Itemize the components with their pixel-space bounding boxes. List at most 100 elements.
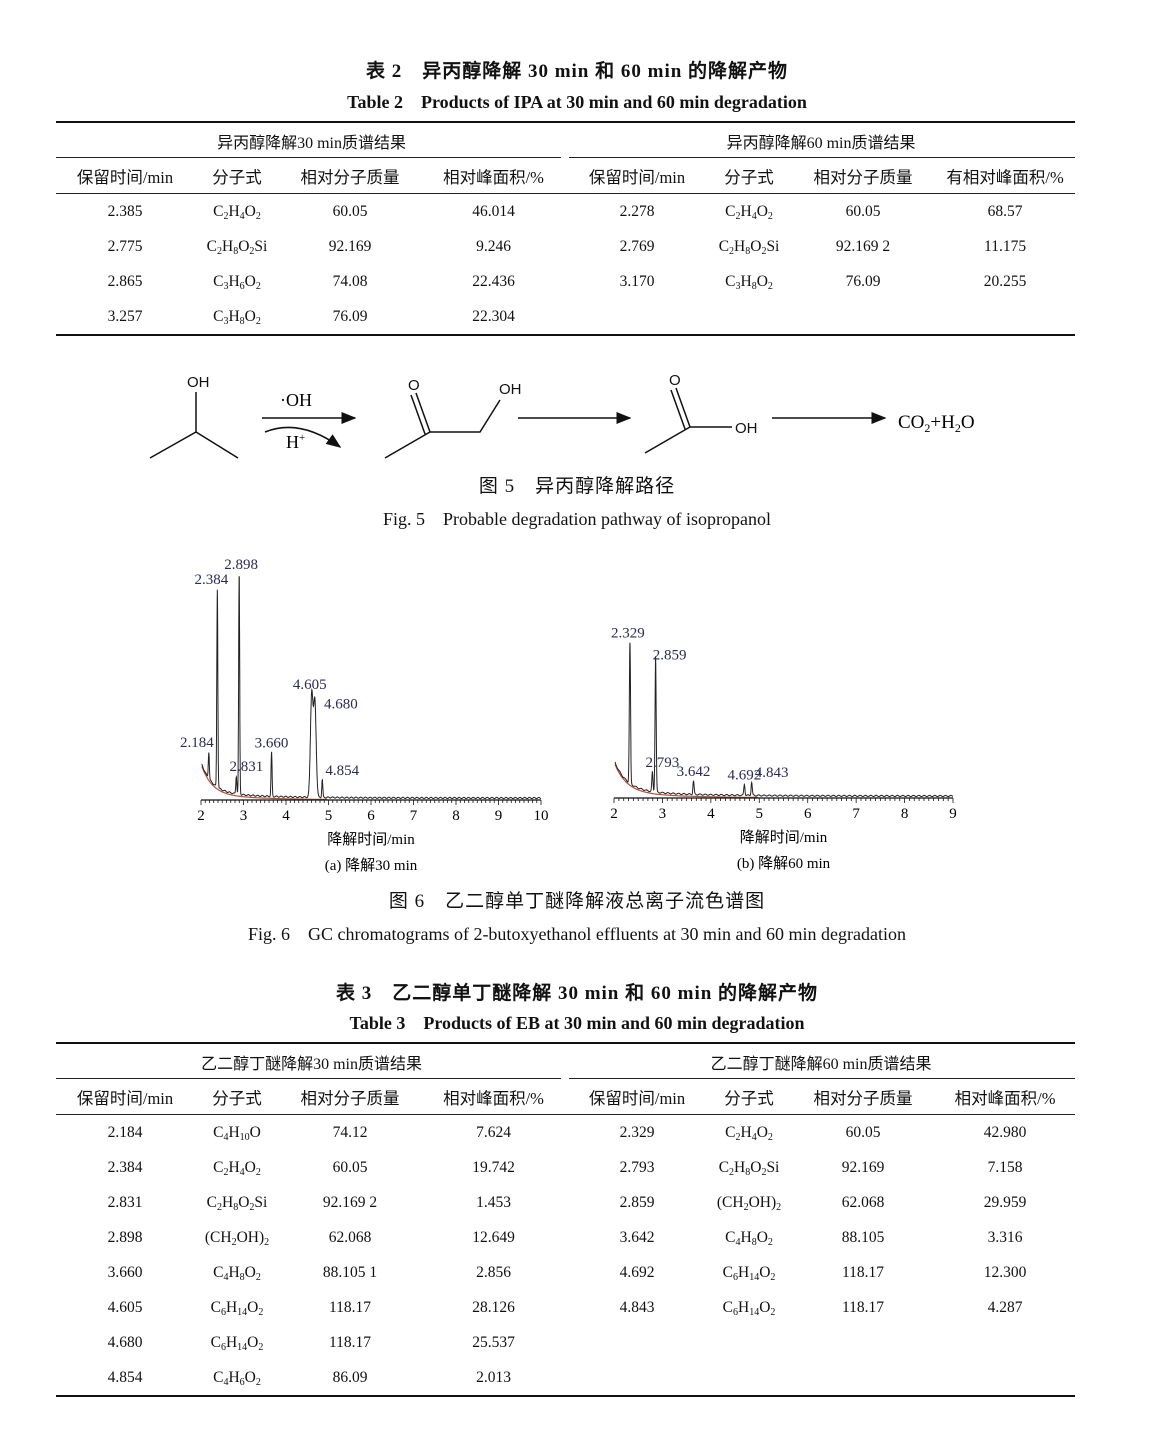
x-tick-label: 5 xyxy=(325,808,333,824)
table-cell xyxy=(791,1325,935,1360)
table-row: 2.384 C2H4O2 60.05 19.742 2.793 C2H8O2Si 92.16… xyxy=(56,1150,1075,1185)
table-cell: 2.385 xyxy=(107,202,143,220)
table-row: 2.184 C4H10O 74.12 7.624 2.329 C2H4O2 60.05 42.… xyxy=(56,1115,1075,1151)
peak-label: 2.793 xyxy=(646,755,680,771)
x-tick-label: 2 xyxy=(610,806,618,822)
table-cell: 86.09 xyxy=(280,1360,420,1397)
column-header: 保留时间/min xyxy=(567,1079,708,1115)
column-header: 相对峰面积/% xyxy=(935,1079,1076,1115)
formula-cell: C4H10O xyxy=(213,1123,261,1143)
peak-label: 3.660 xyxy=(255,735,289,751)
oh-label: OH xyxy=(499,381,522,398)
formula-cell: C2H8O2Si xyxy=(206,237,268,257)
table3: 乙二醇丁醚降解30 min质谱结果 乙二醇丁醚降解60 min质谱结果 保留时间/m… xyxy=(56,1042,1076,1397)
table-cell: 3.660 xyxy=(107,1263,143,1281)
formula-cell: C2H4O2 xyxy=(213,202,261,222)
formula-cell: C2H4O2 xyxy=(725,202,773,222)
table-cell: 4.692 xyxy=(619,1263,655,1281)
peak-label: 2.859 xyxy=(653,648,687,664)
x-axis-label: 降解时间/min xyxy=(740,829,828,846)
table-cell: 76.09 xyxy=(845,272,881,290)
formula-cell: (CH2OH)2 xyxy=(204,1228,270,1248)
group-header-left: 异丙醇降解30 min质谱结果 xyxy=(56,121,568,159)
column-header: 分子式 xyxy=(707,158,792,194)
table-row: 3.660 C4H8O2 88.105 1 2.856 4.692 C6H14O2 118.… xyxy=(56,1255,1075,1290)
table-cell: 88.105 xyxy=(841,1228,885,1246)
table-cell: 4.854 xyxy=(56,1360,194,1397)
formula-cell: C6H14O2 xyxy=(210,1298,264,1318)
column-header: 相对峰面积/% xyxy=(420,1079,568,1115)
formula-cell xyxy=(707,1360,792,1397)
table-cell: 4.287 xyxy=(987,1298,1023,1316)
reagent-label: ·OH xyxy=(280,390,312,410)
column-header: 有相对峰面积/% xyxy=(935,158,1076,194)
catalyst-label: H+ xyxy=(286,432,305,452)
formula-cell: C2H8O2Si xyxy=(718,237,780,257)
column-header: 分子式 xyxy=(194,158,280,194)
column-header: 相对分子质量 xyxy=(280,158,420,194)
table-cell: 62.068 xyxy=(841,1193,885,1211)
table-cell: 2.013 xyxy=(420,1360,568,1397)
peak-label: 2.384 xyxy=(194,572,228,588)
table-cell xyxy=(935,1325,1075,1360)
table-cell: 2.329 xyxy=(619,1123,655,1141)
table-cell: 62.068 xyxy=(328,1228,372,1246)
x-tick-label: 4 xyxy=(707,806,715,822)
table-cell: 4.843 xyxy=(619,1298,655,1316)
table-cell: 60.05 xyxy=(332,202,368,220)
x-tick-label: 8 xyxy=(452,808,460,824)
peak-label: 3.642 xyxy=(677,764,711,780)
fig5-caption-en: Fig. 5 Probable degradation pathway of i… xyxy=(383,509,771,529)
column-header: 保留时间/min xyxy=(56,158,194,194)
table-cell: 2.831 xyxy=(107,1193,143,1211)
table-cell: 2.859 xyxy=(619,1193,655,1211)
table-cell: 4.605 xyxy=(107,1298,143,1316)
table-row: 2.865 C3H6O2 74.08 22.436 3.170 C3H8O2 76.09 20… xyxy=(56,264,1075,299)
peak-label: 2.329 xyxy=(611,626,645,642)
column-header: 相对峰面积/% xyxy=(420,158,568,194)
chart-subtitle: (b) 降解60 min xyxy=(737,855,831,872)
peak-label: 4.680 xyxy=(324,697,358,713)
fig6-caption-en: Fig. 6 GC chromatograms of 2-butoxyethan… xyxy=(247,924,907,944)
table-cell: 68.57 xyxy=(987,202,1023,220)
table2-title-cn: 表 2 异丙醇降解 30 min 和 60 min 的降解产物 xyxy=(365,61,789,82)
peak-label: 2.184 xyxy=(180,735,214,751)
table-cell: 74.12 xyxy=(332,1123,368,1141)
table-cell xyxy=(567,1325,707,1360)
table-cell xyxy=(935,1360,1076,1397)
formula-cell: C3H8O2 xyxy=(194,299,280,336)
x-tick-label: 10 xyxy=(534,808,549,824)
table-cell: 76.09 xyxy=(280,299,420,336)
table-cell: 60.05 xyxy=(332,1158,368,1176)
table-row: 2.775 C2H8O2Si 92.169 9.246 2.769 C2H8O2Si 92.… xyxy=(56,229,1075,264)
formula-cell: C6H14O2 xyxy=(210,1333,264,1353)
table-cell: 88.105 1 xyxy=(322,1263,378,1281)
formula-cell: C4H8O2 xyxy=(725,1228,773,1248)
table-row: 4.680 C6H14O2 118.17 25.537 xyxy=(56,1325,1075,1360)
table-cell: 46.014 xyxy=(472,202,515,220)
formula-cell: C2H8O2Si xyxy=(206,1193,268,1213)
o-label: O xyxy=(408,377,420,394)
formula-cell: C3H8O2 xyxy=(725,272,773,292)
isopropanol-structure xyxy=(149,392,239,459)
table-cell: 2.384 xyxy=(107,1158,143,1176)
table-cell: 42.980 xyxy=(983,1123,1027,1141)
table-cell: 60.05 xyxy=(845,1123,881,1141)
oh-label: OH xyxy=(735,420,758,437)
formula-cell: C2H4O2 xyxy=(213,1158,261,1178)
column-header: 保留时间/min xyxy=(56,1079,194,1115)
table-cell: 29.959 xyxy=(983,1193,1027,1211)
x-tick-label: 7 xyxy=(852,806,860,822)
column-header: 分子式 xyxy=(707,1079,792,1115)
x-tick-label: 9 xyxy=(495,808,503,824)
table-cell: 19.742 xyxy=(472,1158,515,1176)
integration-baseline xyxy=(614,764,758,798)
table-cell: 3.257 xyxy=(56,299,194,336)
table-cell: 7.158 xyxy=(987,1158,1023,1176)
table-cell: 2.865 xyxy=(107,272,143,290)
table-cell: 2.793 xyxy=(619,1158,655,1176)
table-cell: 2.775 xyxy=(107,237,143,255)
table-cell: 7.624 xyxy=(476,1123,511,1141)
formula-cell: C3H6O2 xyxy=(213,272,261,292)
